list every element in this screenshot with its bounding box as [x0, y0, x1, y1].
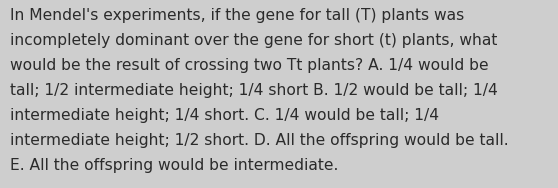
Text: tall; 1/2 intermediate height; 1/4 short B. 1/2 would be tall; 1/4: tall; 1/2 intermediate height; 1/4 short… — [10, 83, 498, 99]
Text: In Mendel's experiments, if the gene for tall (T) plants was: In Mendel's experiments, if the gene for… — [10, 8, 464, 24]
Text: would be the result of crossing two Tt plants? A. 1/4 would be: would be the result of crossing two Tt p… — [10, 58, 489, 74]
Text: E. All the offspring would be intermediate.: E. All the offspring would be intermedia… — [10, 158, 338, 174]
Text: intermediate height; 1/4 short. C. 1/4 would be tall; 1/4: intermediate height; 1/4 short. C. 1/4 w… — [10, 108, 439, 124]
Text: incompletely dominant over the gene for short (t) plants, what: incompletely dominant over the gene for … — [10, 33, 497, 49]
Text: intermediate height; 1/2 short. D. All the offspring would be tall.: intermediate height; 1/2 short. D. All t… — [10, 133, 509, 149]
